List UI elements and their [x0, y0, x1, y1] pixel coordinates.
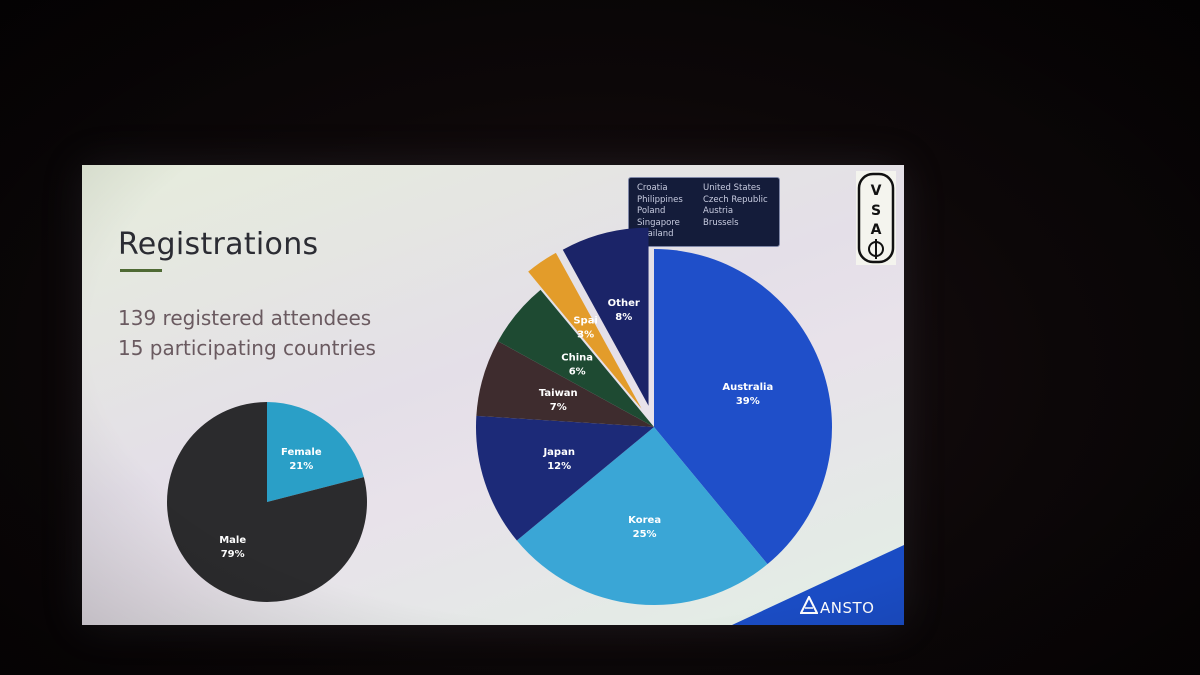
country-slice-other [562, 227, 649, 406]
country-slice-china [498, 289, 654, 427]
gender-slice-percent: 21% [289, 461, 313, 472]
other-country: Thailand [637, 229, 674, 240]
country-slice-taiwan [476, 341, 654, 427]
country-slice-percent: 6% [569, 366, 586, 377]
ansto-logo-icon [800, 596, 818, 614]
other-country: Philippines [637, 194, 683, 205]
svg-text:A: A [871, 222, 882, 238]
country-slice-label: Australia [722, 382, 773, 393]
country-slice-percent: 7% [550, 402, 567, 413]
vsa-logo: V S A [856, 171, 896, 265]
country-slice-percent: 3% [577, 329, 594, 340]
other-country: Poland [637, 206, 666, 217]
country-slice-label: Japan [542, 447, 575, 458]
other-country: Croatia [637, 183, 668, 193]
gender-slice-percent: 79% [221, 549, 245, 560]
presentation-slide: Registrations 139 registered attendees 1… [82, 165, 904, 625]
gender-slice-label: Male [219, 535, 246, 546]
country-slice-australia [654, 249, 832, 565]
title-underline [120, 269, 162, 272]
country-slice-percent: 12% [547, 461, 571, 472]
country-slice-japan [476, 415, 654, 541]
country-slice-spai [528, 252, 642, 409]
slide-title: Registrations [118, 227, 319, 262]
svg-text:V: V [871, 183, 882, 199]
brand-corner-band [732, 545, 904, 625]
country-slice-percent: 39% [736, 396, 760, 407]
other-country: United States [703, 183, 761, 193]
country-count-text: 15 participating countries [118, 336, 376, 360]
country-slice-percent: 25% [633, 529, 657, 540]
brand-name: ANSTO [820, 599, 875, 617]
other-countries-callout: Croatia United States Philippines Czech … [628, 177, 780, 247]
country-slice-label: Spai [573, 315, 598, 326]
country-slice-label: Other [608, 298, 640, 309]
country-slice-korea [516, 427, 768, 606]
gender-slice-male [167, 402, 367, 602]
other-country: Austria [703, 206, 734, 217]
pie-charts-canvas: Female 21% Male 79% Australia 39% Korea 25% Japa… [167, 227, 832, 606]
svg-text:S: S [871, 203, 881, 219]
registration-stats: 139 registered attendees 15 participatin… [118, 303, 376, 363]
country-slice-label: Korea [628, 515, 661, 526]
gender-pie-chart: Female 21% Male 79% [167, 402, 367, 602]
gender-slice-label: Female [281, 447, 322, 458]
country-slice-label: Taiwan [539, 388, 578, 399]
country-pie-chart: Australia 39% Korea 25% Japan 12% Taiwan 7% Chin… [476, 227, 832, 606]
country-slice-label: China [561, 352, 593, 363]
gender-slice-female [267, 402, 364, 502]
attendee-count-text: 139 registered attendees [118, 306, 372, 330]
other-country: Brussels [703, 217, 739, 228]
country-slice-percent: 8% [615, 312, 632, 323]
other-country: Singapore [637, 217, 680, 228]
other-country: Czech Republic [703, 194, 768, 205]
